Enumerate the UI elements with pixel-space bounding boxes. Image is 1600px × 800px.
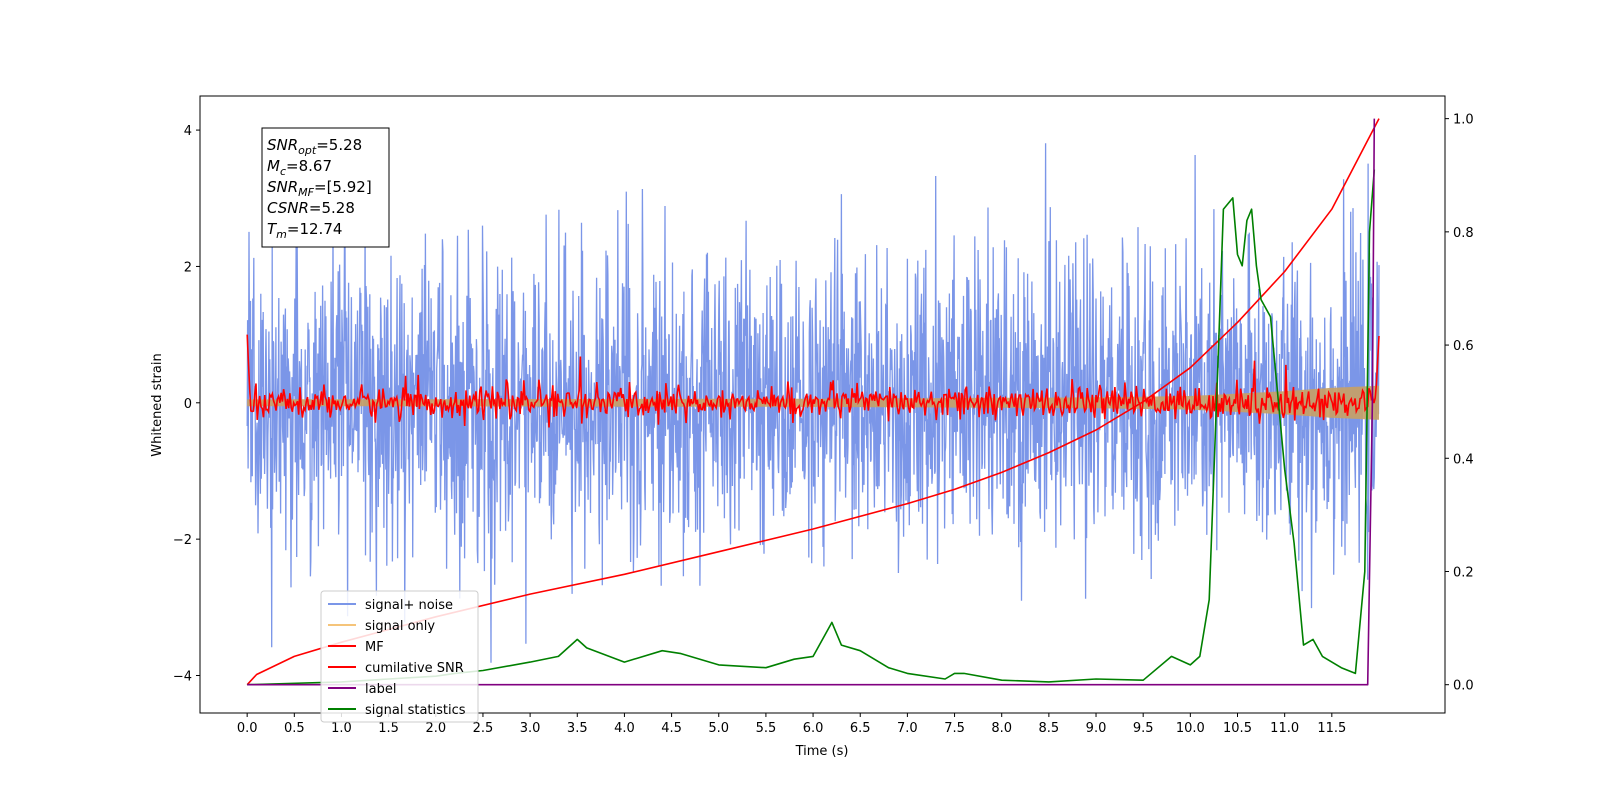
annotation-box-frame [261,127,390,248]
series-label [247,118,1376,686]
left-y-tick-label: 4 [184,124,192,139]
left-y-tick-label: −2 [173,533,192,548]
legend-label: label [365,682,396,697]
legend-label: signal+ noise [365,598,453,613]
x-tick-label: 0.0 [237,721,258,736]
x-tick-label: 5.0 [708,721,729,736]
annotation-line: SNRopt=5.28 [267,136,362,157]
x-axis-label: Time (s) [795,744,849,759]
y-axis-label: Whitened strain [150,353,165,456]
legend-frame [320,590,479,723]
x-tick-label: 1.5 [378,721,399,736]
x-axis-ticks: 0.0 0.5 1.0 1.5 2.0 2.5 3.0 3.5 4.0 4.5 5.0 5.5 6.0 6… [237,713,1346,736]
left-y-axis-ticks: 4 2 0 −2 −4 [173,124,200,685]
x-tick-label: 8.0 [991,721,1012,736]
left-y-tick-label: −4 [173,670,192,685]
x-tick-label: 8.5 [1039,721,1060,736]
x-tick-label: 2.0 [425,721,446,736]
x-tick-label: 11.5 [1317,721,1346,736]
x-tick-label: 0.5 [284,721,305,736]
annotation-line: SNRMF=[5.92] [267,178,372,199]
x-tick-label: 10.5 [1223,721,1252,736]
left-y-tick-label: 2 [184,260,192,275]
series-mf [246,334,1380,428]
x-tick-label: 7.5 [944,721,965,736]
x-tick-label: 6.0 [803,721,824,736]
right-y-axis-ticks: 1.0 0.8 0.6 0.4 0.2 0.0 [1445,113,1474,694]
x-tick-label: 2.5 [473,721,494,736]
x-tick-label: 4.5 [661,721,682,736]
right-y-tick-label: 1.0 [1453,113,1474,128]
x-tick-label: 9.5 [1133,721,1154,736]
annotation-line: CSNR=5.28 [267,199,355,217]
x-tick-label: 4.0 [614,721,635,736]
x-tick-label: 9.0 [1086,721,1107,736]
right-y-tick-label: 0.4 [1453,452,1474,467]
right-y-tick-label: 0.8 [1453,226,1474,241]
axes-frame [199,95,1446,714]
x-tick-label: 3.5 [567,721,588,736]
annotation-line: Mc=8.67 [267,157,332,178]
legend: signal+ noise signal only MF cumilative SNR… [320,590,479,723]
x-tick-label: 6.5 [850,721,871,736]
annotation-line: Tm=12.74 [267,220,342,241]
left-y-tick-label: 0 [184,397,192,412]
legend-label: MF [365,640,384,655]
x-tick-label: 1.0 [331,721,352,736]
series-signal-statistics [247,169,1376,686]
right-y-tick-label: 0.0 [1453,679,1474,694]
legend-label: signal only [365,619,435,634]
x-tick-label: 3.0 [520,721,541,736]
x-tick-label: 5.5 [756,721,777,736]
right-y-tick-label: 0.2 [1453,565,1474,580]
legend-label: cumilative SNR [365,661,464,676]
x-tick-label: 11.0 [1270,721,1299,736]
x-tick-label: 7.0 [897,721,918,736]
right-y-tick-label: 0.6 [1453,339,1474,354]
legend-label: signal statistics [365,703,466,718]
x-tick-label: 10.0 [1176,721,1205,736]
